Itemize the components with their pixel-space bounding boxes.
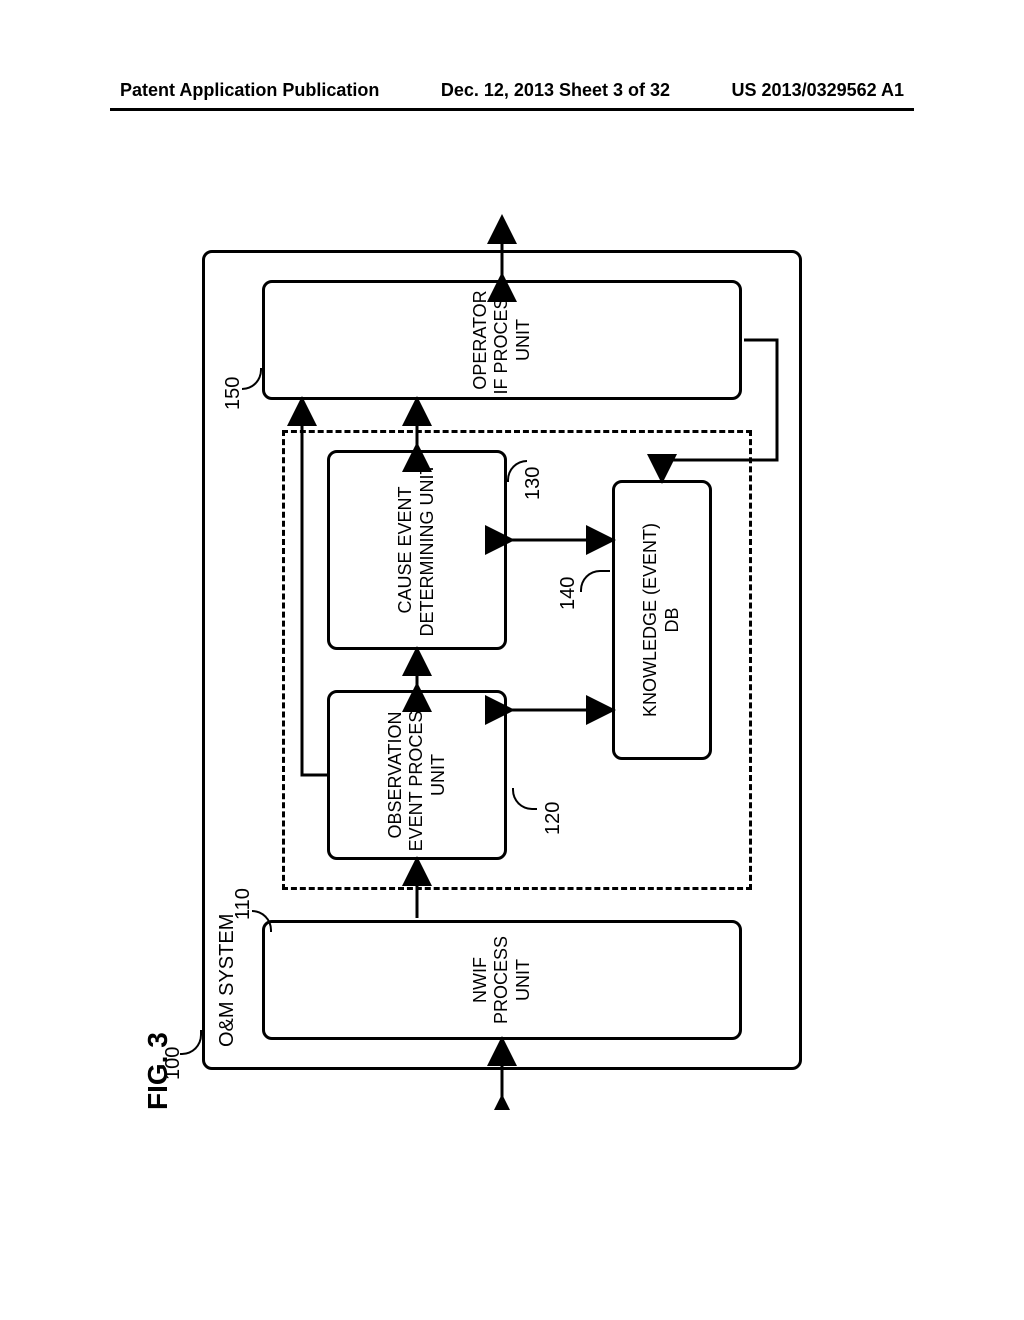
knowledge-label: KNOWLEDGE (EVENT) DB bbox=[640, 523, 683, 717]
header-center: Dec. 12, 2013 Sheet 3 of 32 bbox=[441, 80, 670, 101]
figure-3: FIG. 3 O&M SYSTEM 100 NWIF PROCESS UNIT … bbox=[162, 210, 862, 1110]
header-rule bbox=[110, 108, 914, 111]
cause-box: CAUSE EVENT DETERMINING UNIT bbox=[327, 450, 507, 650]
nwif-label: NWIF PROCESS UNIT bbox=[470, 936, 535, 1024]
operator-box: OPERATOR IF PROCESS UNIT bbox=[262, 280, 742, 400]
page-header: Patent Application Publication Dec. 12, … bbox=[0, 80, 1024, 101]
ref-120: 120 bbox=[542, 802, 565, 835]
nwif-box: NWIF PROCESS UNIT bbox=[262, 920, 742, 1040]
om-system-title: O&M SYSTEM bbox=[215, 914, 239, 1047]
observation-box: OBSERVATION EVENT PROCESS UNIT bbox=[327, 690, 507, 860]
operator-label: OPERATOR IF PROCESS UNIT bbox=[470, 285, 535, 394]
observation-label: OBSERVATION EVENT PROCESS UNIT bbox=[385, 699, 450, 852]
lead-100 bbox=[180, 1030, 202, 1055]
header-left: Patent Application Publication bbox=[120, 80, 379, 101]
header-right: US 2013/0329562 A1 bbox=[732, 80, 904, 101]
knowledge-box: KNOWLEDGE (EVENT) DB bbox=[612, 480, 712, 760]
ref-140: 140 bbox=[557, 577, 580, 610]
cause-label: CAUSE EVENT DETERMINING UNIT bbox=[395, 464, 438, 637]
